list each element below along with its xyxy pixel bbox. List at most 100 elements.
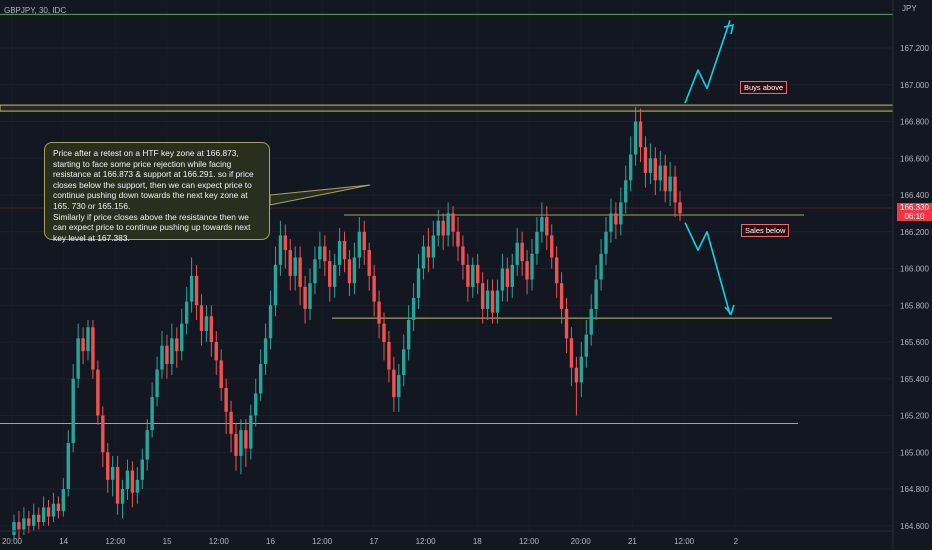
y-tick-label: 166.000: [900, 265, 929, 274]
candle-body: [303, 286, 307, 309]
candle-body: [120, 489, 125, 504]
candle-body: [367, 250, 371, 276]
candle-body: [155, 369, 159, 398]
buys-above-label[interactable]: Buys above: [740, 81, 788, 94]
y-tick-label: 165.800: [900, 301, 929, 310]
x-tick-label: 12:00: [105, 537, 126, 546]
x-tick-label: 21: [628, 537, 637, 546]
y-tick-label: 164.800: [900, 485, 929, 494]
candle-body: [229, 411, 233, 434]
candle-body: [308, 283, 312, 309]
candle-body: [574, 367, 579, 383]
candle-body: [614, 213, 618, 225]
candle-body: [658, 165, 662, 181]
candle-body: [466, 264, 470, 287]
candle-body: [485, 290, 490, 309]
candle-body: [480, 283, 485, 309]
candle-body: [431, 235, 436, 258]
y-tick-label: 166.400: [900, 191, 929, 200]
x-tick-label: 20:00: [571, 537, 592, 546]
projection-arrows: [684, 20, 735, 316]
candle-body: [382, 323, 386, 342]
candle-body: [209, 316, 214, 342]
projection-up-path: [684, 20, 731, 104]
candle-body: [160, 345, 164, 370]
time-axis[interactable]: 20:00 14 12:00 15 12:00 16 12:00 17 12:00 18 12:00…: [2, 537, 739, 546]
candle-body: [61, 489, 66, 512]
candle-body: [377, 301, 381, 324]
candle-body: [81, 338, 85, 352]
candle-body: [643, 147, 648, 173]
candle-body: [268, 305, 273, 339]
candle-body: [638, 121, 643, 148]
candle-body: [535, 231, 539, 254]
candle-body: [628, 154, 633, 181]
x-tick-label: 15: [163, 537, 172, 546]
candle-body: [495, 290, 500, 313]
candle-body: [86, 327, 90, 352]
candle-body: [476, 264, 480, 284]
candle-body: [520, 242, 524, 262]
price-axis[interactable]: 167.200 167.000 166.800 166.600 166.400 166.2…: [900, 44, 929, 531]
candle-body: [27, 518, 31, 526]
x-tick-label: 12:00: [519, 537, 540, 546]
candle-body: [624, 180, 628, 203]
candle-body: [293, 257, 297, 276]
x-tick-label: 12:00: [416, 537, 437, 546]
candle-body: [332, 264, 337, 287]
candle-body: [224, 387, 228, 412]
candle-body: [619, 202, 623, 225]
candle-body: [648, 158, 653, 173]
candle-body: [441, 220, 445, 236]
candle-body: [249, 415, 253, 449]
y-tick-label: 167.000: [900, 81, 929, 90]
bar-countdown: 06:10: [904, 212, 925, 221]
x-tick-label: 12:00: [312, 537, 333, 546]
candle-body: [337, 240, 342, 265]
y-tick-label: 165.200: [900, 412, 929, 421]
candle-body: [328, 261, 332, 287]
candle-body: [397, 375, 401, 398]
candle-body: [490, 290, 495, 313]
candles: [12, 106, 682, 541]
analysis-callout[interactable]: Price after a retest on a HTF key zone a…: [44, 142, 270, 243]
candle-body: [663, 165, 667, 192]
candle-body: [150, 397, 154, 431]
candle-body: [352, 257, 357, 284]
x-tick-label: 12:00: [674, 537, 695, 546]
symbol-label[interactable]: GBPJPY, 30, IDC: [4, 6, 67, 15]
candle-body: [323, 246, 327, 262]
candle-body: [436, 220, 440, 236]
candle-body: [41, 507, 46, 523]
candle-body: [633, 121, 638, 155]
candle-body: [101, 415, 105, 453]
candle-body: [22, 518, 26, 530]
sales-below-label[interactable]: Sales below: [741, 224, 790, 237]
x-tick-label: 2: [734, 537, 739, 546]
candle-body: [416, 268, 421, 298]
candle-body: [362, 231, 366, 251]
arrow-down-head: [724, 304, 735, 316]
candle-body: [411, 297, 416, 320]
candle-body: [204, 316, 209, 331]
candle-body: [288, 250, 292, 276]
candle-body: [500, 268, 505, 291]
candle-body: [668, 176, 672, 192]
y-tick-label: 166.800: [900, 118, 929, 127]
candle-body: [278, 235, 283, 265]
candle-body: [234, 433, 238, 456]
candle-body: [263, 338, 268, 365]
x-tick-label: 12:00: [209, 537, 230, 546]
candle-body: [569, 338, 574, 368]
candle-body: [12, 522, 16, 535]
resistance-zone: [0, 104, 894, 112]
candle-body: [165, 345, 169, 365]
x-tick-label: 16: [266, 537, 275, 546]
candle-body: [653, 158, 658, 181]
candle-body: [175, 338, 179, 352]
candle-body: [461, 246, 465, 265]
candle-body: [372, 275, 376, 302]
candle-body: [313, 259, 317, 284]
